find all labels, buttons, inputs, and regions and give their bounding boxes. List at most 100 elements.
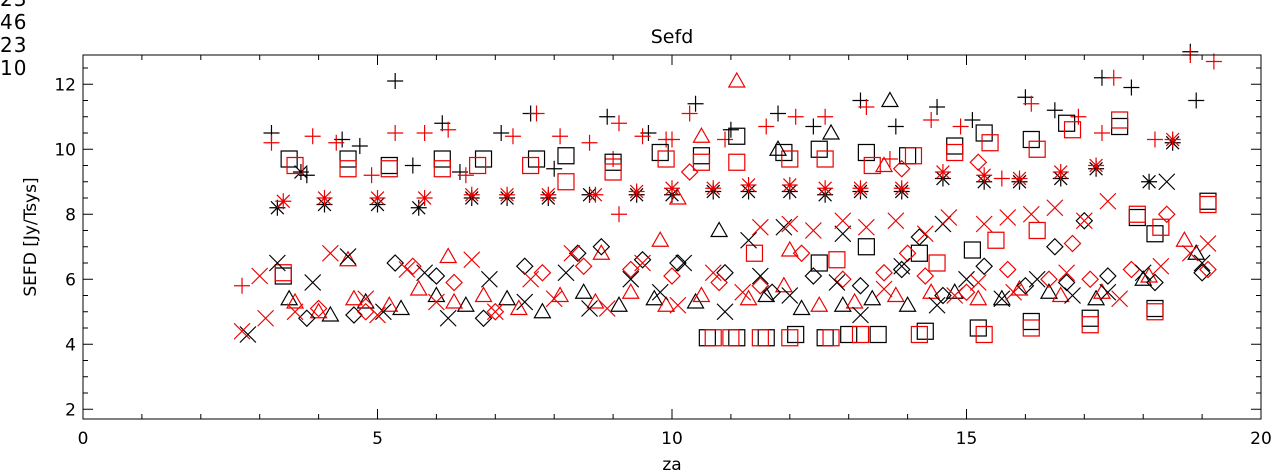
red-square-marker: [433, 160, 451, 178]
red-cross-marker: [286, 303, 304, 321]
black-square-marker: [1146, 225, 1164, 243]
red-plus-marker: [858, 99, 875, 115]
red-diamond-marker: [533, 263, 552, 282]
x-tick-label: 10: [661, 429, 683, 449]
red-diamond-marker: [998, 260, 1017, 279]
black-plus-marker: [599, 108, 616, 125]
black-cross-marker: [893, 257, 911, 275]
red-plus-marker: [1105, 69, 1122, 86]
black-triangle-marker: [863, 289, 882, 306]
red-square-marker: [851, 325, 870, 344]
red-triangle-marker: [657, 296, 676, 312]
red-plus-marker: [440, 121, 457, 138]
black-triangle-marker: [321, 305, 340, 322]
red-cross-marker: [1111, 290, 1129, 308]
red-plus-marker: [581, 134, 598, 151]
black-triangle-marker: [427, 286, 446, 303]
black-square-marker: [916, 322, 934, 340]
black-cross-marker: [622, 270, 640, 288]
black-square-marker: [857, 143, 875, 162]
red-diamond-marker: [916, 267, 935, 285]
black-square-marker: [787, 325, 805, 344]
y-tick-label: 2: [65, 400, 76, 420]
red-square-marker: [704, 329, 722, 347]
red-triangle-marker: [875, 156, 894, 173]
red-diamond-marker: [663, 267, 681, 285]
red-cross-marker: [804, 222, 822, 239]
red-plus-marker: [1093, 125, 1110, 141]
black-diamond-marker: [1016, 276, 1035, 295]
black-square-marker: [857, 238, 875, 256]
red-diamond-marker: [892, 159, 911, 178]
black-square-marker: [969, 319, 987, 337]
red-square-marker: [910, 325, 928, 344]
black-square-marker: [280, 150, 298, 168]
red-plus-marker: [234, 277, 251, 294]
black-cross-marker: [516, 293, 534, 311]
red-square-marker: [981, 134, 999, 152]
red-asterisk-marker: [316, 190, 333, 206]
black-diamond-marker: [1193, 263, 1211, 282]
red-plus-marker: [304, 128, 321, 145]
black-cross-marker: [304, 274, 322, 291]
black-plus-marker: [387, 73, 404, 89]
red-cross-marker: [887, 212, 905, 230]
black-diamond-marker: [1075, 211, 1094, 230]
black-square-marker: [840, 325, 858, 344]
black-diamond-marker: [592, 237, 611, 256]
black-cross-marker: [828, 274, 846, 291]
black-asterisk-marker: [410, 199, 427, 216]
red-square-marker: [828, 251, 846, 269]
black-cross-marker: [268, 254, 286, 272]
red-cross-marker: [1075, 212, 1093, 230]
black-triangle-marker: [992, 289, 1011, 306]
red-square-marker: [822, 329, 840, 347]
red-plus-marker: [952, 118, 969, 135]
corner-label-1: 23: [0, 0, 27, 11]
red-asterisk-marker: [416, 190, 433, 206]
red-asterisk-marker: [275, 193, 292, 210]
y-tick-label: 10: [54, 140, 76, 160]
black-cross-marker: [751, 267, 769, 285]
black-triangle-marker: [757, 286, 776, 303]
black-triangle-marker: [710, 221, 729, 238]
red-square-marker: [816, 150, 834, 168]
black-diamond-marker: [934, 286, 952, 305]
black-cross-marker: [239, 326, 257, 343]
red-triangle-marker: [551, 286, 570, 303]
black-square-marker: [339, 150, 357, 168]
red-diamond-marker: [445, 273, 463, 292]
red-diamond-marker: [898, 244, 917, 263]
y-tick-label: 12: [54, 75, 76, 95]
red-plus-marker: [610, 115, 627, 132]
black-diamond-marker: [515, 257, 534, 276]
black-diamond-marker: [975, 257, 994, 276]
red-triangle-marker: [621, 283, 640, 299]
chart-title: Sefd: [651, 26, 694, 48]
red-cross-marker: [563, 244, 581, 262]
red-triangle-marker: [668, 188, 687, 205]
red-cross-marker: [522, 270, 540, 288]
red-diamond-marker: [710, 273, 728, 292]
black-cross-marker: [557, 264, 575, 282]
red-square-marker: [1028, 140, 1046, 158]
red-square-marker: [657, 150, 675, 168]
black-square-marker: [557, 147, 575, 165]
red-triangle-marker: [845, 292, 864, 309]
red-square-marker: [286, 156, 304, 175]
black-diamond-marker: [386, 254, 405, 272]
black-triangle-marker: [280, 289, 299, 306]
black-diamond-marker: [910, 228, 929, 246]
black-square-marker: [810, 254, 828, 272]
black-diamond-marker: [1057, 273, 1076, 292]
black-plus-marker: [687, 95, 704, 112]
red-cross-marker: [321, 244, 339, 262]
black-square-marker: [810, 140, 828, 158]
red-cross-marker: [940, 209, 958, 226]
black-triangle-marker: [1039, 283, 1058, 299]
red-square-marker: [380, 160, 398, 178]
red-plus-marker: [263, 134, 280, 151]
red-asterisk-marker: [499, 186, 516, 203]
red-square-marker: [781, 329, 799, 347]
black-square-marker: [274, 267, 292, 285]
